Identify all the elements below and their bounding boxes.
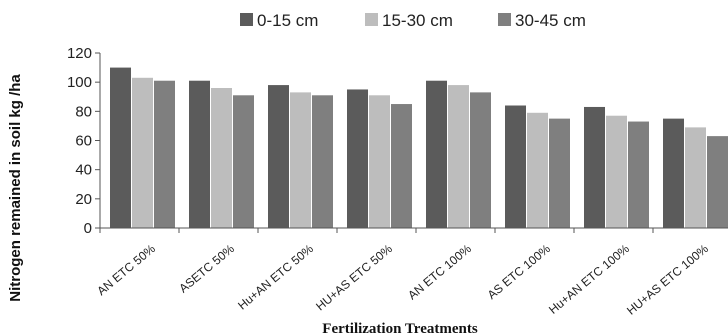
y-tick-label: 0 — [84, 220, 92, 237]
bar-0-15cm-7 — [663, 118, 684, 228]
y-tick-label: 80 — [75, 103, 92, 120]
bar-0-15cm-0 — [110, 67, 131, 228]
legend-label: 15-30 cm — [382, 11, 453, 30]
x-tick-label: ASETC 50% — [176, 241, 237, 295]
bar-30-45cm-3 — [391, 104, 412, 228]
bar-15-30cm-3 — [369, 95, 390, 229]
bar-0-15cm-2 — [268, 85, 289, 228]
bar-15-30cm-7 — [685, 127, 706, 228]
legend: 0-15 cm 15-30 cm 30-45 cm — [240, 11, 586, 30]
bar-30-45cm-7 — [707, 136, 728, 228]
y-tick-label: 60 — [75, 133, 92, 150]
bar-30-45cm-2 — [312, 95, 333, 229]
y-axis-title: Nitrogen remained in soil kg /ha — [7, 74, 24, 302]
x-axis-title: Fertilization Treatments — [322, 321, 478, 335]
bar-15-30cm-0 — [132, 77, 153, 229]
bar-15-30cm-2 — [290, 92, 311, 228]
bar-0-15cm-1 — [189, 80, 210, 228]
legend-swatch — [498, 13, 511, 26]
bar-0-15cm-5 — [505, 105, 526, 228]
x-tick-label: AS ETC 100% — [485, 241, 554, 302]
x-tick-label: AN ETC 100% — [405, 241, 474, 302]
bars — [110, 67, 728, 229]
bar-0-15cm-4 — [426, 80, 447, 228]
bar-0-15cm-3 — [347, 89, 368, 228]
legend-label: 0-15 cm — [257, 11, 318, 30]
bar-15-30cm-5 — [527, 112, 548, 228]
x-tick-label: HU+AS ETC 100% — [624, 241, 711, 317]
x-tick-label: HU+AS ETC 50% — [313, 241, 395, 313]
bar-30-45cm-0 — [154, 80, 175, 228]
y-tick-label: 120 — [67, 45, 92, 62]
legend-label: 30-45 cm — [515, 11, 586, 30]
bar-30-45cm-5 — [549, 118, 570, 228]
y-axis: 0 20 40 60 80 100 120 — [67, 45, 101, 237]
x-axis: AN ETC 50% ASETC 50%Hu+AN ETC 50%HU+AS ET… — [94, 227, 728, 318]
legend-swatch — [365, 13, 378, 26]
legend-swatch — [240, 13, 253, 26]
bar-30-45cm-6 — [628, 121, 649, 228]
bar-15-30cm-4 — [448, 85, 469, 228]
y-tick-label: 100 — [67, 74, 92, 91]
x-tick-label: AN ETC 50% — [94, 241, 158, 298]
y-tick-label: 40 — [75, 162, 92, 179]
bar-15-30cm-1 — [211, 88, 232, 228]
y-tick-label: 20 — [75, 191, 92, 208]
bar-15-30cm-6 — [606, 115, 627, 228]
bar-30-45cm-4 — [470, 92, 491, 228]
bar-30-45cm-1 — [233, 95, 254, 229]
bar-0-15cm-6 — [584, 106, 605, 228]
x-tick-label: Hu+AN ETC 100% — [546, 241, 632, 316]
x-tick-label: Hu+AN ETC 50% — [235, 241, 316, 312]
